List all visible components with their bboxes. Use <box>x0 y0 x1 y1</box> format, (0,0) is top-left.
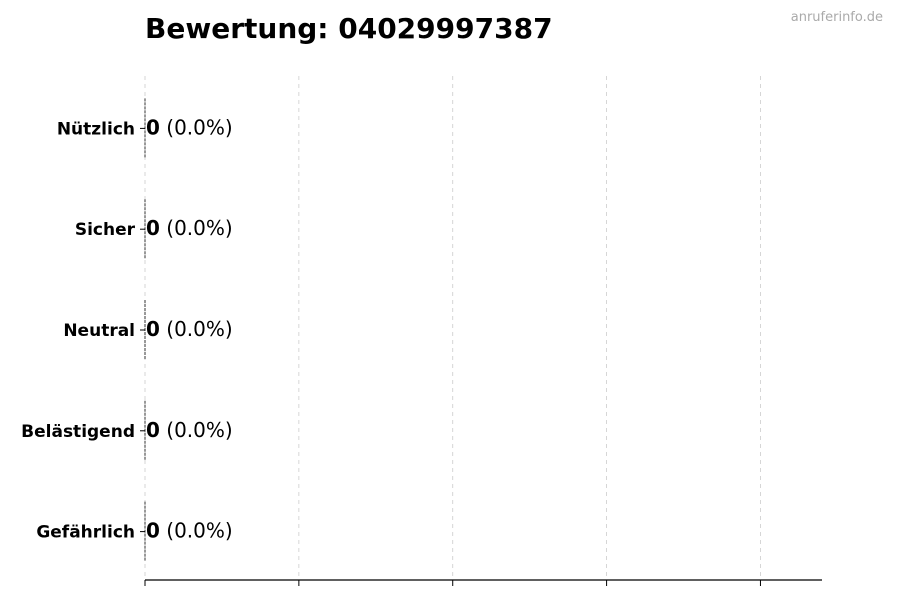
data-label-count: 0 <box>146 317 160 341</box>
data-label-count: 0 <box>146 418 160 442</box>
data-label-percent: (0.0%) <box>160 317 233 341</box>
y-tick-label: Belästigend <box>21 422 135 442</box>
watermark: anruferinfo.de <box>790 10 883 25</box>
data-label-count: 0 <box>146 115 160 139</box>
y-tick-label: Gefährlich <box>36 523 135 543</box>
data-label-percent: (0.0%) <box>160 115 233 139</box>
y-tick-label: Nützlich <box>57 119 135 139</box>
data-label: 0 (0.0%) <box>146 216 233 240</box>
data-label-percent: (0.0%) <box>160 519 233 543</box>
data-label-count: 0 <box>146 519 160 543</box>
data-label: 0 (0.0%) <box>146 317 233 341</box>
data-label: 0 (0.0%) <box>146 519 233 543</box>
chart-title: Bewertung: 04029997387 <box>145 12 553 45</box>
data-label: 0 (0.0%) <box>146 418 233 442</box>
y-tick-label: Neutral <box>63 321 135 341</box>
data-label: 0 (0.0%) <box>146 115 233 139</box>
data-label-percent: (0.0%) <box>160 418 233 442</box>
y-tick-label: Sicher <box>75 220 136 240</box>
data-label-percent: (0.0%) <box>160 216 233 240</box>
data-label-count: 0 <box>146 216 160 240</box>
